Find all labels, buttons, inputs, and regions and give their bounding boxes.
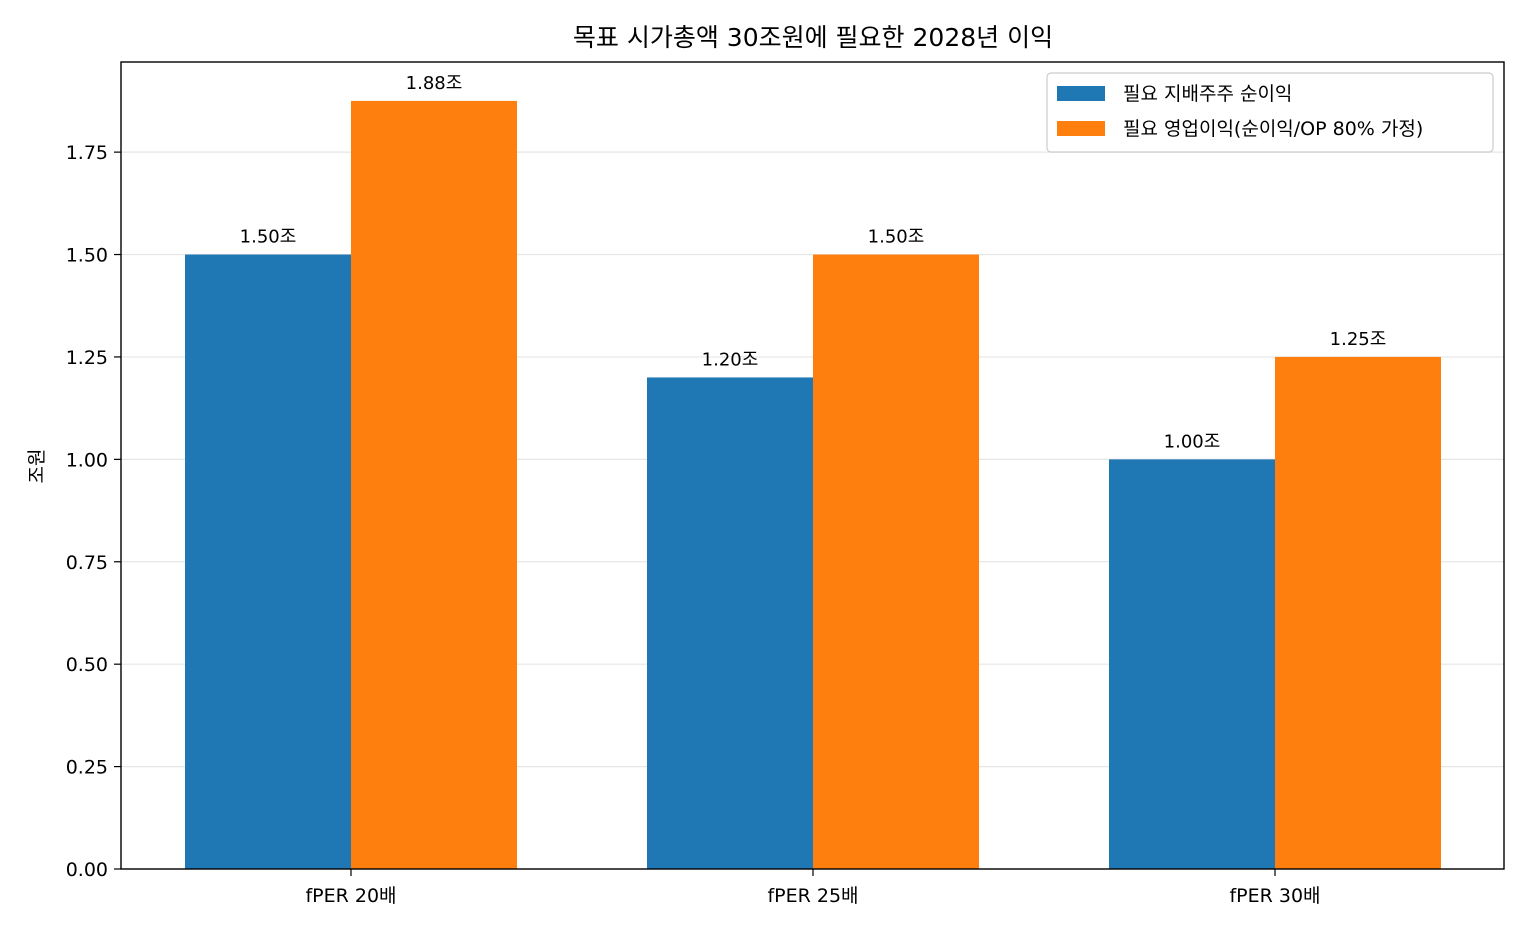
- bar-series0-1: [647, 377, 813, 869]
- bar-value-label: 1.20조: [702, 349, 759, 370]
- legend-swatch: [1057, 121, 1105, 136]
- bar-series1-2: [1275, 356, 1441, 869]
- y-tick-label: 1.25: [66, 347, 108, 369]
- bar-series1-0: [351, 100, 517, 869]
- y-axis-label: 조원: [26, 449, 48, 484]
- bar-series1-1: [813, 254, 979, 870]
- x-axis-ticks: fPER 20배 fPER 25배 fPER 30배: [305, 869, 1321, 907]
- legend-box: [1046, 72, 1494, 153]
- bar-value-label: 1.25조: [1330, 329, 1387, 350]
- legend-label: 필요 영업이익(순이익/OP 80% 가정): [1123, 118, 1423, 140]
- value-labels: 1.50조 1.20조 1.00조 1.88조 1.50조 1.25조: [240, 73, 1387, 452]
- y-tick-label: 0.50: [66, 654, 108, 676]
- bar-series0-0: [185, 254, 351, 870]
- y-tick-label: 1.00: [66, 449, 108, 471]
- y-tick-label: 1.75: [66, 142, 108, 164]
- y-tick-label: 0.75: [66, 552, 108, 574]
- y-axis-ticks: 0.00 0.25 0.50 0.75 1.00 1.25 1.50 1.75: [66, 142, 121, 881]
- bar-value-label: 1.88조: [406, 73, 463, 94]
- bar-value-label: 1.50조: [240, 227, 297, 248]
- y-tick-label: 0.00: [66, 859, 108, 881]
- bar-series0-2: [1109, 459, 1275, 869]
- x-tick-label: fPER 30배: [1229, 885, 1320, 907]
- bar-value-label: 1.50조: [868, 227, 925, 248]
- chart-title: 목표 시가총액 30조원에 필요한 2028년 이익: [573, 23, 1053, 52]
- y-tick-label: 1.50: [66, 245, 108, 267]
- legend-label: 필요 지배주주 순이익: [1123, 83, 1292, 105]
- y-tick-label: 0.25: [66, 757, 108, 779]
- bar-value-label: 1.00조: [1164, 431, 1221, 452]
- x-tick-label: fPER 20배: [305, 885, 396, 907]
- bars: [185, 100, 1441, 870]
- legend-swatch: [1057, 86, 1105, 101]
- x-tick-label: fPER 25배: [767, 885, 858, 907]
